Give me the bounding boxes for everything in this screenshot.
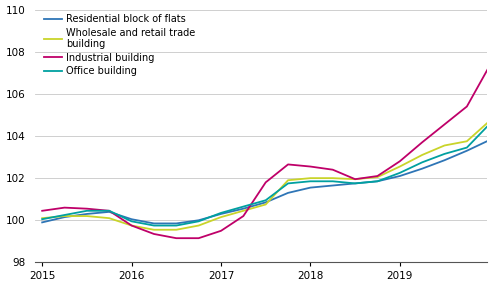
Industrial building (308, 165, 314, 168)
Office building (375, 180, 381, 183)
Industrial building (352, 177, 358, 181)
Wholesale and retail trade
building (308, 177, 314, 180)
Residential block of flats (330, 184, 336, 187)
Residential block of flats (174, 222, 179, 225)
Wholesale and retail trade
building (464, 139, 470, 143)
Industrial building (486, 65, 492, 68)
Office building (62, 213, 68, 217)
Wholesale and retail trade
building (241, 209, 246, 212)
Residential block of flats (218, 212, 224, 216)
Residential block of flats (285, 191, 291, 195)
Residential block of flats (84, 212, 90, 216)
Industrial building (375, 174, 381, 178)
Line: Residential block of flats: Residential block of flats (42, 111, 493, 224)
Office building (330, 180, 336, 183)
Wholesale and retail trade
building (375, 175, 381, 179)
Office building (419, 161, 425, 164)
Legend: Residential block of flats, Wholesale and retail trade
building, Industrial buil: Residential block of flats, Wholesale an… (44, 14, 195, 76)
Office building (39, 218, 45, 221)
Residential block of flats (442, 158, 448, 162)
Office building (241, 205, 246, 208)
Office building (84, 209, 90, 212)
Wholesale and retail trade
building (419, 153, 425, 157)
Industrial building (62, 206, 68, 209)
Office building (308, 180, 314, 183)
Wholesale and retail trade
building (285, 179, 291, 182)
Residential block of flats (62, 215, 68, 219)
Wholesale and retail trade
building (352, 177, 358, 181)
Wholesale and retail trade
building (330, 177, 336, 180)
Wholesale and retail trade
building (174, 228, 179, 232)
Office building (196, 220, 202, 223)
Wholesale and retail trade
building (129, 224, 135, 227)
Office building (106, 209, 112, 212)
Residential block of flats (397, 174, 403, 178)
Residential block of flats (308, 186, 314, 189)
Line: Wholesale and retail trade
building: Wholesale and retail trade building (42, 71, 493, 230)
Industrial building (419, 141, 425, 144)
Wholesale and retail trade
building (263, 203, 269, 206)
Residential block of flats (151, 222, 157, 225)
Wholesale and retail trade
building (397, 165, 403, 168)
Residential block of flats (106, 210, 112, 214)
Industrial building (464, 105, 470, 108)
Residential block of flats (486, 139, 492, 142)
Wholesale and retail trade
building (196, 224, 202, 227)
Residential block of flats (464, 149, 470, 152)
Wholesale and retail trade
building (84, 214, 90, 218)
Office building (464, 146, 470, 149)
Office building (218, 211, 224, 215)
Office building (263, 199, 269, 202)
Residential block of flats (196, 219, 202, 222)
Industrial building (442, 123, 448, 126)
Residential block of flats (129, 218, 135, 221)
Office building (129, 220, 135, 223)
Wholesale and retail trade
building (486, 119, 492, 123)
Wholesale and retail trade
building (106, 216, 112, 220)
Line: Office building: Office building (42, 78, 493, 226)
Office building (397, 171, 403, 174)
Industrial building (330, 168, 336, 171)
Wholesale and retail trade
building (62, 214, 68, 218)
Industrial building (397, 160, 403, 163)
Office building (352, 182, 358, 185)
Industrial building (106, 209, 112, 212)
Line: Industrial building: Industrial building (42, 38, 493, 238)
Industrial building (39, 209, 45, 212)
Industrial building (285, 163, 291, 166)
Residential block of flats (241, 207, 246, 210)
Residential block of flats (419, 167, 425, 170)
Residential block of flats (352, 182, 358, 185)
Office building (285, 182, 291, 185)
Residential block of flats (39, 221, 45, 224)
Wholesale and retail trade
building (39, 216, 45, 220)
Industrial building (263, 181, 269, 184)
Industrial building (218, 229, 224, 232)
Office building (442, 152, 448, 156)
Industrial building (84, 207, 90, 210)
Industrial building (174, 236, 179, 240)
Residential block of flats (263, 201, 269, 204)
Wholesale and retail trade
building (218, 215, 224, 219)
Residential block of flats (375, 180, 381, 183)
Industrial building (241, 214, 246, 218)
Industrial building (196, 236, 202, 240)
Wholesale and retail trade
building (442, 144, 448, 147)
Office building (151, 224, 157, 227)
Office building (486, 123, 492, 126)
Office building (174, 224, 179, 227)
Industrial building (151, 232, 157, 236)
Wholesale and retail trade
building (151, 228, 157, 232)
Industrial building (129, 224, 135, 227)
